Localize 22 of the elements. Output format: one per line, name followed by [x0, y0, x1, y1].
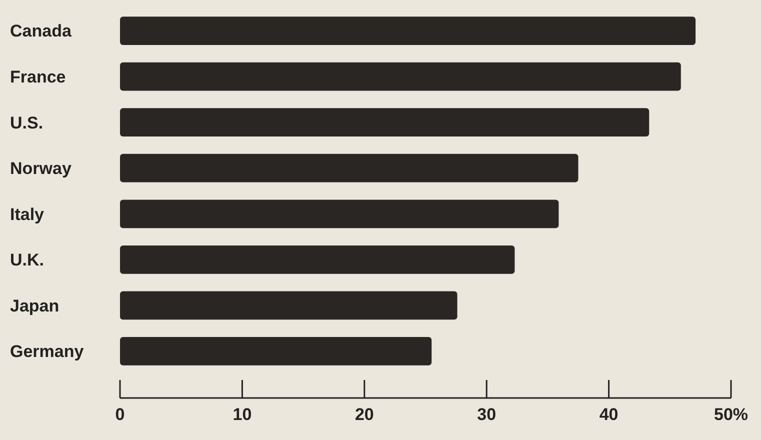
y-tick-label: Canada — [10, 22, 72, 41]
x-tick-label: 20 — [354, 405, 374, 424]
y-tick-label: Japan — [10, 296, 60, 316]
y-tick-label: Norway — [10, 159, 72, 178]
bar — [120, 245, 515, 274]
y-tick-label: U.S. — [10, 113, 44, 132]
x-tick-label: 10 — [232, 405, 252, 424]
bar — [120, 62, 681, 91]
bar — [120, 291, 458, 320]
y-tick-label: U.K. — [10, 250, 44, 270]
x-tick-label: 40 — [599, 405, 618, 424]
y-tick-label: France — [10, 68, 66, 86]
y-tick-label: Germany — [10, 342, 84, 362]
x-tick-label: 0 — [115, 405, 125, 424]
bar — [120, 16, 696, 45]
bar — [120, 200, 559, 228]
x-tick-label: 30 — [477, 405, 496, 424]
bar — [120, 154, 578, 182]
x-tick-label: 50% — [714, 405, 748, 424]
bar — [120, 337, 432, 366]
y-tick-label: Italy — [10, 204, 45, 224]
bar — [120, 108, 650, 137]
